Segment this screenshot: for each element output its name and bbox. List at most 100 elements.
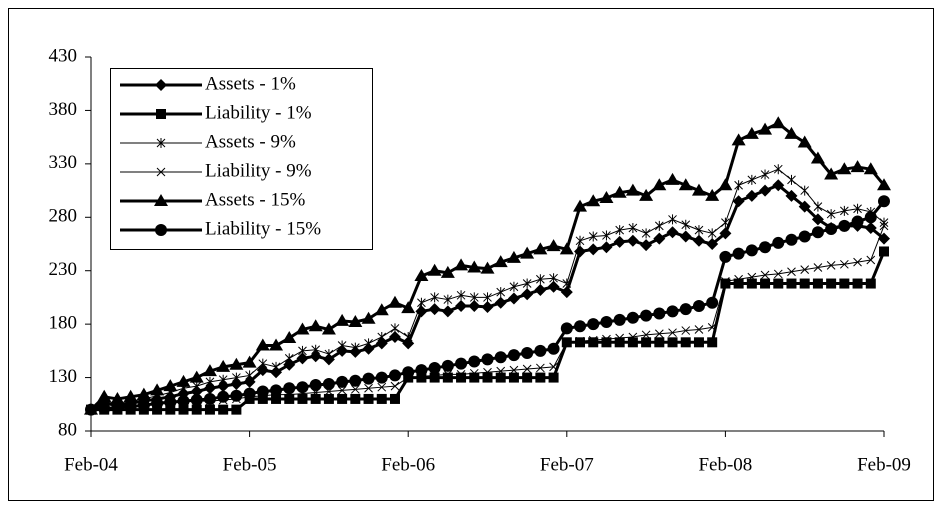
marker — [496, 287, 506, 298]
marker — [707, 228, 717, 239]
marker — [165, 404, 176, 415]
marker — [417, 297, 426, 308]
marker — [745, 244, 758, 257]
marker — [653, 232, 666, 245]
marker — [879, 221, 889, 231]
marker — [415, 305, 428, 318]
marker — [573, 199, 588, 212]
marker — [720, 278, 731, 289]
marker — [826, 261, 836, 270]
marker — [614, 337, 625, 348]
marker — [402, 366, 415, 379]
marker — [335, 313, 350, 326]
marker — [509, 365, 519, 375]
marker — [178, 404, 189, 415]
marker — [615, 225, 625, 236]
marker — [443, 370, 453, 379]
marker — [483, 292, 492, 303]
marker — [798, 200, 811, 213]
marker — [866, 255, 876, 265]
y-tick-label: 380 — [49, 99, 78, 120]
marker — [154, 194, 168, 206]
marker — [176, 374, 191, 387]
marker — [813, 263, 823, 272]
marker — [284, 393, 295, 404]
marker — [574, 320, 587, 333]
marker — [734, 180, 743, 191]
marker — [243, 387, 256, 400]
marker — [773, 164, 783, 175]
marker — [507, 349, 520, 362]
marker — [245, 370, 254, 381]
legend-label: Assets - 15% — [205, 189, 305, 210]
marker — [506, 250, 521, 263]
y-tick-label: 180 — [49, 313, 78, 334]
marker — [321, 322, 336, 335]
marker — [759, 241, 772, 254]
marker — [850, 160, 865, 173]
marker — [216, 359, 231, 372]
marker — [546, 239, 561, 252]
marker — [350, 393, 361, 404]
marker — [665, 172, 680, 185]
marker — [163, 379, 178, 392]
marker — [599, 191, 614, 204]
marker — [156, 138, 166, 148]
marker — [481, 301, 494, 314]
marker — [692, 234, 705, 247]
marker — [878, 195, 890, 208]
marker — [666, 226, 679, 239]
x-tick-label: Feb-05 — [223, 454, 277, 475]
marker — [177, 395, 190, 408]
marker — [203, 392, 216, 405]
marker — [283, 382, 296, 395]
marker — [205, 376, 215, 387]
marker — [416, 372, 427, 383]
marker — [747, 272, 757, 282]
marker — [377, 382, 387, 392]
marker — [257, 393, 268, 404]
marker — [641, 337, 652, 348]
marker — [155, 224, 167, 236]
marker — [295, 322, 310, 335]
marker — [718, 178, 733, 191]
marker — [625, 183, 640, 196]
marker — [692, 299, 705, 312]
marker — [337, 393, 348, 404]
x-tick-label: Feb-07 — [540, 454, 594, 475]
marker — [296, 352, 309, 365]
marker — [825, 223, 838, 236]
marker — [824, 167, 839, 180]
y-tick-label: 430 — [49, 45, 78, 66]
marker — [123, 389, 138, 402]
marker — [705, 188, 720, 201]
marker — [496, 366, 506, 376]
marker — [549, 273, 558, 284]
y-tick-label: 130 — [49, 366, 78, 387]
marker — [469, 372, 480, 383]
marker — [600, 316, 613, 329]
marker — [853, 257, 862, 267]
marker — [442, 372, 453, 383]
marker — [667, 337, 678, 348]
legend-label: Liability - 15% — [205, 218, 321, 239]
marker — [377, 331, 387, 342]
marker — [837, 162, 852, 175]
marker — [363, 393, 374, 404]
marker — [615, 333, 625, 343]
marker — [97, 389, 112, 402]
marker — [520, 246, 535, 259]
marker — [469, 292, 479, 303]
marker — [721, 217, 730, 228]
marker — [838, 219, 851, 232]
marker — [787, 267, 796, 277]
marker — [560, 286, 573, 299]
marker — [559, 242, 574, 255]
marker — [547, 342, 560, 355]
marker — [786, 278, 797, 289]
marker — [640, 309, 653, 322]
marker — [361, 311, 376, 324]
marker — [587, 318, 600, 331]
marker — [760, 270, 770, 280]
marker — [732, 247, 745, 260]
